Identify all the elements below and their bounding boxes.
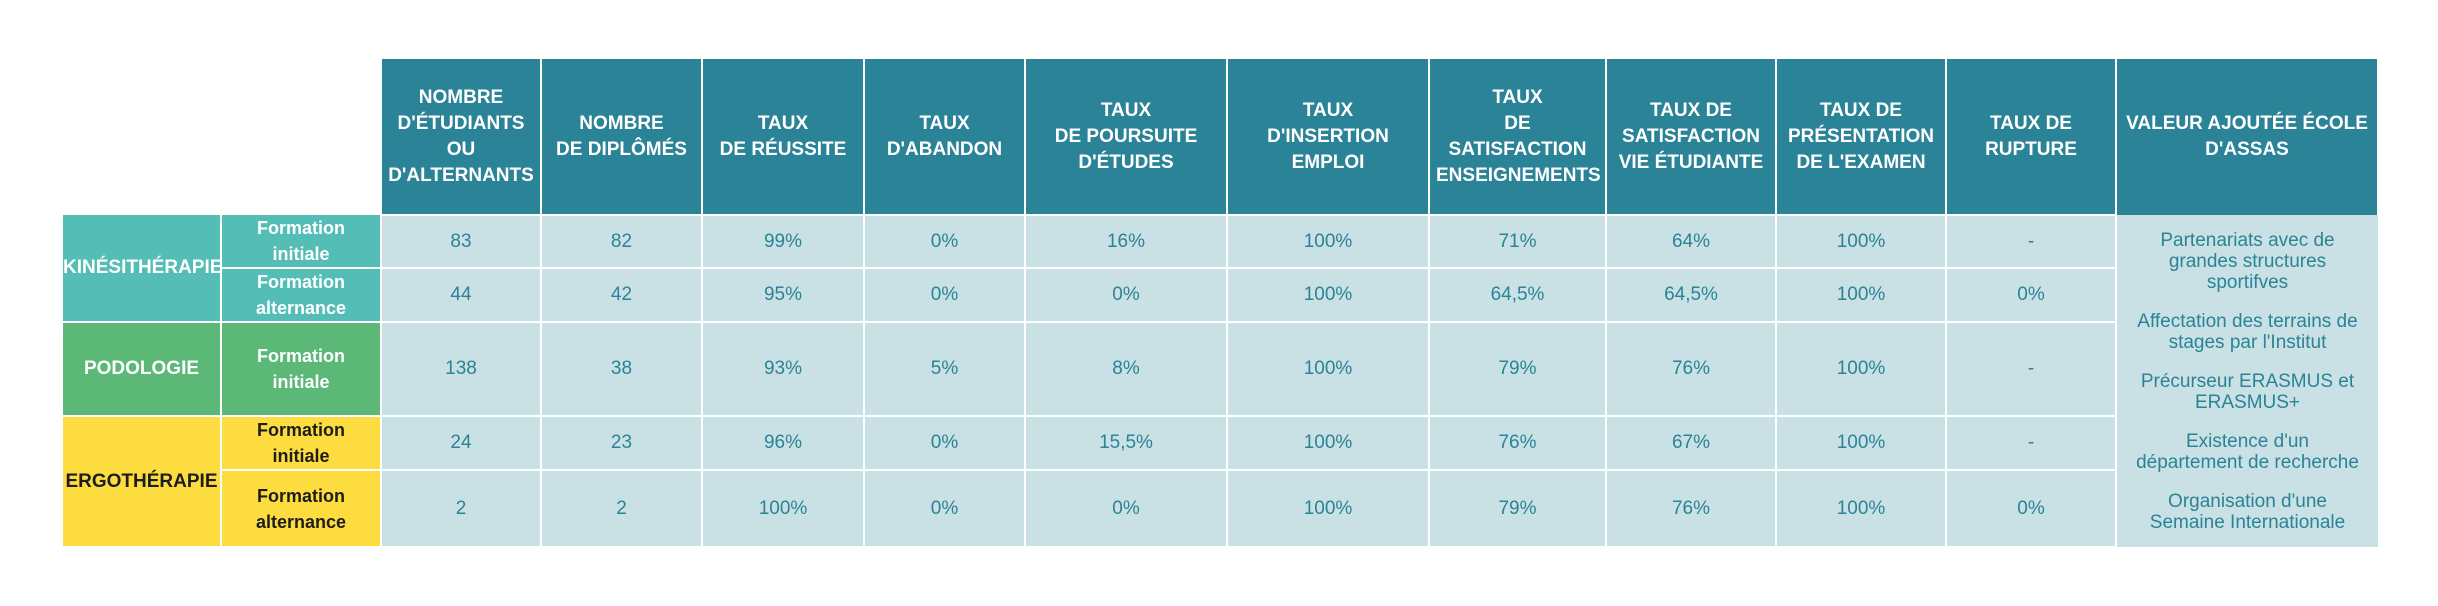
header-label: TAUX D'INSERTION EMPLOI: [1267, 99, 1389, 173]
value-cell: 23: [540, 415, 703, 471]
value-cell: 100%: [1775, 267, 1947, 323]
value-cell: 0%: [863, 415, 1026, 471]
header-label: NOMBRE D'ÉTUDIANTS OU D'ALTERNANTS: [388, 86, 534, 186]
value-cell: 2: [380, 469, 542, 548]
formation-label: Formation alternance: [221, 268, 382, 323]
value-cell: 76%: [1605, 321, 1777, 417]
value-cell: 82: [540, 214, 703, 269]
value-cell: 100%: [1226, 321, 1430, 417]
header-taux-reussite: TAUX DE RÉUSSITE: [701, 59, 865, 215]
value-cell: 64,5%: [1605, 267, 1777, 323]
table-row: Formation alternance 44 42 95% 0% 0% 100…: [63, 267, 2378, 323]
table-row: KINÉSITHÉRAPIE Formation initiale 83 82 …: [63, 214, 2378, 547]
category-kinesitherapie: KINÉSITHÉRAPIE: [63, 215, 222, 323]
value-cell: 76%: [1605, 469, 1777, 548]
value-cell: 24: [380, 415, 542, 471]
header-nombre-etudiants: NOMBRE D'ÉTUDIANTS OU D'ALTERNANTS: [380, 59, 542, 215]
value-cell: 100%: [1775, 469, 1947, 548]
value-cell: -: [1945, 214, 2117, 269]
value-cell: 100%: [1775, 415, 1947, 471]
value-cell: 100%: [701, 469, 865, 548]
formation-label: Formation alternance: [221, 470, 382, 548]
header-label: TAUX DE POURSUITE D'ÉTUDES: [1054, 99, 1198, 173]
value-cell: 95%: [701, 267, 865, 323]
header-taux-insertion: TAUX D'INSERTION EMPLOI: [1226, 59, 1430, 215]
value-cell: 100%: [1775, 214, 1947, 269]
category-podologie: PODOLOGIE: [63, 322, 222, 417]
header-satisfaction-vie: TAUX DE SATISFACTION VIE ÉTUDIANTE: [1605, 59, 1777, 215]
header-taux-poursuite: TAUX DE POURSUITE D'ÉTUDES: [1024, 59, 1228, 215]
value-cell: 44: [380, 267, 542, 323]
category-ergotherapie: ERGOTHÉRAPIE: [63, 416, 222, 548]
header-label: TAUX D'ABANDON: [886, 112, 1003, 160]
value-cell: 0%: [863, 469, 1026, 548]
header-presentation-examen: TAUX DE PRÉSENTATION DE L'EXAMEN: [1775, 59, 1947, 215]
header-label: TAUX DE RUPTURE: [1985, 112, 2077, 160]
value-cell: 0%: [1945, 469, 2117, 548]
header-label: VALEUR AJOUTÉE ÉCOLE D'ASSAS: [2126, 113, 2368, 160]
value-cell: 16%: [1024, 214, 1228, 269]
table-row: PODOLOGIE Formation initiale 138 38 93% …: [63, 321, 2378, 417]
value-cell: 100%: [1226, 469, 1430, 548]
header-satisfaction-enseignements: TAUX DE SATISFACTION ENSEIGNEMENTS: [1428, 59, 1607, 215]
valeur-ajoutee-item: Affectation des terrains de stages par l…: [2137, 310, 2358, 353]
header-row: NOMBRE D'ÉTUDIANTS OU D'ALTERNANTS NOMBR…: [63, 59, 2379, 215]
value-cell: 100%: [1226, 415, 1430, 471]
value-cell: 83: [380, 214, 542, 269]
valeur-ajoutee-item: Organisation d'une Semaine International…: [2149, 490, 2346, 533]
value-cell: -: [1945, 415, 2117, 471]
value-cell: 71%: [1428, 214, 1607, 269]
value-cell: 138: [380, 321, 542, 417]
header-nombre-diplomes: NOMBRE DE DIPLÔMÉS: [540, 59, 703, 215]
value-cell: 76%: [1428, 415, 1607, 471]
results-table: NOMBRE D'ÉTUDIANTS OU D'ALTERNANTS NOMBR…: [63, 59, 2379, 548]
header-valeur-ajoutee: VALEUR AJOUTÉE ÉCOLE D'ASSAS: [2115, 59, 2379, 215]
value-cell: -: [1945, 321, 2117, 417]
table-row: ERGOTHÉRAPIE Formation initiale 24 23 96…: [63, 415, 2378, 548]
value-cell: 79%: [1428, 469, 1607, 548]
value-cell: 0%: [1945, 267, 2117, 323]
valeur-ajoutee-list: Partenariats avec de grandes structures …: [2115, 215, 2378, 547]
header-label: TAUX DE RÉUSSITE: [719, 112, 847, 160]
value-cell: 0%: [1024, 267, 1228, 323]
value-cell: 100%: [1226, 267, 1430, 323]
header-label: TAUX DE SATISFACTION VIE ÉTUDIANTE: [1618, 99, 1764, 173]
value-cell: 67%: [1605, 415, 1777, 471]
value-cell: 0%: [863, 267, 1026, 323]
formation-label: Formation initiale: [221, 416, 382, 471]
header-label: TAUX DE SATISFACTION ENSEIGNEMENTS: [1436, 86, 1601, 186]
header-taux-abandon: TAUX D'ABANDON: [863, 59, 1026, 215]
value-cell: 100%: [1775, 321, 1947, 417]
value-cell: 5%: [863, 321, 1026, 417]
value-cell: 0%: [1024, 469, 1228, 548]
header-taux-rupture: TAUX DE RUPTURE: [1945, 59, 2117, 215]
formation-label: Formation initiale: [221, 322, 382, 417]
valeur-ajoutee-item: Existence d'un département de recherche: [2136, 430, 2359, 473]
value-cell: 2: [540, 469, 703, 548]
value-cell: 96%: [701, 415, 865, 471]
header-label: NOMBRE DE DIPLÔMÉS: [556, 112, 687, 160]
value-cell: 15,5%: [1024, 415, 1228, 471]
blank-corner: [63, 59, 381, 215]
value-cell: 0%: [863, 214, 1026, 269]
header-label: TAUX DE PRÉSENTATION DE L'EXAMEN: [1787, 99, 1935, 173]
value-cell: 8%: [1024, 321, 1228, 417]
value-cell: 99%: [701, 214, 865, 269]
formation-label: Formation initiale: [221, 215, 382, 269]
value-cell: 42: [540, 267, 703, 323]
value-cell: 93%: [701, 321, 865, 417]
value-cell: 64%: [1605, 214, 1777, 269]
value-cell: 100%: [1226, 214, 1430, 269]
value-cell: 64,5%: [1428, 267, 1607, 323]
valeur-ajoutee-item: Précurseur ERASMUS et ERASMUS+: [2140, 370, 2355, 413]
value-cell: 79%: [1428, 321, 1607, 417]
valeur-ajoutee-item: Partenariats avec de grandes structures …: [2160, 229, 2335, 293]
value-cell: 38: [540, 321, 703, 417]
table-row: Formation alternance 2 2 100% 0% 0% 100%…: [63, 469, 2378, 548]
